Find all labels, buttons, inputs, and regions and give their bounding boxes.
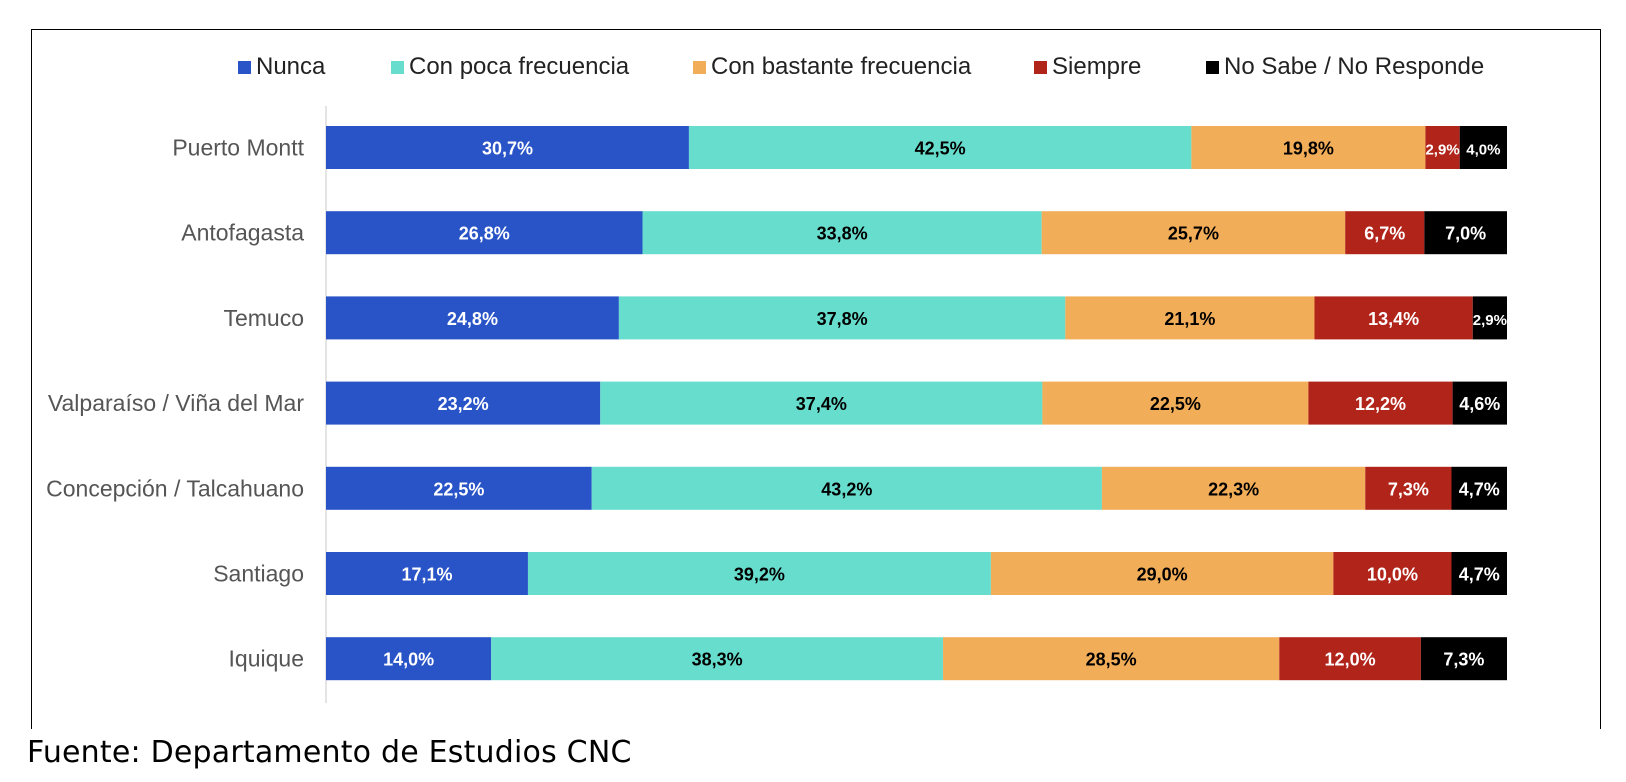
bar-temuco-nunca — [326, 296, 619, 340]
data-label-iquique-con-bastante-frecuencia: 28,5% — [1086, 650, 1137, 670]
legend-item-nunca: Nunca — [238, 52, 325, 82]
legend-item-con-bastante-frecuencia: Con bastante frecuencia — [693, 52, 971, 82]
data-label-puerto-montt-nunca: 30,7% — [482, 139, 533, 159]
bar-concepcion-talcahuano-con-poca-frecuencia — [591, 466, 1102, 510]
category-label-valparaiso-vina-del-mar: Valparaíso / Viña del Mar — [48, 390, 304, 416]
data-label-concepcion-talcahuano-siempre: 7,3% — [1388, 479, 1429, 499]
bar-temuco-no-sabe-no-responde — [1472, 296, 1507, 340]
data-label-valparaiso-vina-del-mar-con-poca-frecuencia: 37,4% — [796, 394, 847, 414]
category-label-puerto-montt: Puerto Montt — [172, 135, 304, 161]
data-label-iquique-nunca: 14,0% — [383, 650, 434, 670]
bar-santiago-con-poca-frecuencia — [527, 552, 991, 595]
bar-santiago-no-sabe-no-responde — [1451, 552, 1507, 595]
legend-label-siempre: Siempre — [1052, 53, 1142, 80]
legend-label-no-sabe-no-responde: No Sabe / No Responde — [1224, 53, 1485, 80]
bar-valparaiso-vina-del-mar-siempre — [1308, 381, 1453, 425]
category-label-antofagasta: Antofagasta — [181, 220, 304, 246]
bar-concepcion-talcahuano-con-bastante-frecuencia — [1101, 466, 1366, 510]
bar-puerto-montt-siempre — [1425, 126, 1460, 169]
data-label-valparaiso-vina-del-mar-siempre: 12,2% — [1355, 394, 1406, 414]
legend-label-con-bastante-frecuencia: Con bastante frecuencia — [711, 53, 972, 80]
legend-label-con-poca-frecuencia: Con poca frecuencia — [409, 53, 630, 80]
chart-frame — [31, 29, 1601, 729]
data-label-antofagasta-con-poca-frecuencia: 33,8% — [817, 224, 868, 244]
data-label-temuco-no-sabe-no-responde: 2,9% — [1473, 312, 1507, 329]
data-label-valparaiso-vina-del-mar-nunca: 23,2% — [438, 394, 489, 414]
data-label-iquique-con-poca-frecuencia: 38,3% — [692, 650, 743, 670]
legend-swatch-no-sabe-no-responde — [1206, 60, 1219, 74]
data-label-santiago-siempre: 10,0% — [1367, 565, 1418, 585]
data-label-concepcion-talcahuano-con-bastante-frecuencia: 22,3% — [1208, 479, 1259, 499]
data-label-iquique-no-sabe-no-responde: 7,3% — [1443, 650, 1484, 670]
bar-iquique-con-bastante-frecuencia — [943, 637, 1280, 681]
data-label-valparaiso-vina-del-mar-no-sabe-no-responde: 4,6% — [1459, 394, 1500, 414]
data-label-santiago-con-poca-frecuencia: 39,2% — [734, 565, 785, 585]
bar-santiago-siempre — [1333, 552, 1452, 595]
legend-item-no-sabe-no-responde: No Sabe / No Responde — [1206, 52, 1484, 82]
data-label-iquique-siempre: 12,0% — [1325, 650, 1376, 670]
data-label-puerto-montt-con-bastante-frecuencia: 19,8% — [1283, 139, 1334, 159]
bar-valparaiso-vina-del-mar-nunca — [326, 381, 601, 425]
bar-temuco-siempre — [1314, 296, 1473, 340]
category-label-iquique: Iquique — [229, 646, 304, 672]
data-label-puerto-montt-no-sabe-no-responde: 4,0% — [1466, 142, 1500, 159]
data-label-temuco-nunca: 24,8% — [447, 309, 498, 329]
data-label-antofagasta-con-bastante-frecuencia: 25,7% — [1168, 224, 1219, 244]
legend-swatch-siempre — [1034, 60, 1047, 74]
bar-valparaiso-vina-del-mar-con-bastante-frecuencia — [1042, 381, 1309, 425]
bar-antofagasta-con-poca-frecuencia — [642, 211, 1042, 255]
legend-item-con-poca-frecuencia: Con poca frecuencia — [391, 52, 629, 82]
legend-swatch-nunca — [238, 60, 251, 74]
data-label-temuco-con-poca-frecuencia: 37,8% — [817, 309, 868, 329]
data-label-antofagasta-siempre: 6,7% — [1364, 224, 1405, 244]
bar-puerto-montt-no-sabe-no-responde — [1459, 126, 1507, 169]
bar-temuco-con-poca-frecuencia — [618, 296, 1066, 340]
bar-santiago-nunca — [326, 552, 528, 595]
bar-valparaiso-vina-del-mar-con-poca-frecuencia — [600, 381, 1043, 425]
category-label-temuco: Temuco — [223, 305, 304, 331]
bar-concepcion-talcahuano-nunca — [326, 466, 592, 510]
bar-temuco-con-bastante-frecuencia — [1065, 296, 1315, 340]
bar-antofagasta-siempre — [1345, 211, 1425, 255]
legend-swatch-con-bastante-frecuencia — [693, 60, 706, 74]
bar-puerto-montt-con-poca-frecuencia — [688, 126, 1192, 169]
bar-puerto-montt-con-bastante-frecuencia — [1191, 126, 1426, 169]
data-label-temuco-siempre: 13,4% — [1368, 309, 1419, 329]
bar-iquique-con-poca-frecuencia — [491, 637, 944, 681]
data-label-concepcion-talcahuano-no-sabe-no-responde: 4,7% — [1459, 479, 1500, 499]
bar-antofagasta-con-bastante-frecuencia — [1041, 211, 1346, 255]
bar-concepcion-talcahuano-no-sabe-no-responde — [1451, 466, 1507, 510]
data-label-concepcion-talcahuano-con-poca-frecuencia: 43,2% — [821, 479, 872, 499]
legend-swatch-con-poca-frecuencia — [391, 60, 404, 74]
legend-label-nunca: Nunca — [256, 53, 326, 80]
bar-puerto-montt-nunca — [326, 126, 689, 169]
stacked-bar-chart: Puerto Montt 30,7% 42,5% 19,8% 2,9% 4,0% Antof… — [46, 106, 1507, 703]
data-label-valparaiso-vina-del-mar-con-bastante-frecuencia: 22,5% — [1150, 394, 1201, 414]
data-label-santiago-no-sabe-no-responde: 4,7% — [1459, 565, 1500, 585]
legend-item-siempre: Siempre — [1034, 52, 1141, 82]
bar-santiago-con-bastante-frecuencia — [990, 552, 1334, 595]
source-note: Fuente: Departamento de Estudios CNC — [27, 735, 632, 770]
bar-valparaiso-vina-del-mar-no-sabe-no-responde — [1452, 381, 1507, 425]
bar-antofagasta-nunca — [326, 211, 643, 255]
bar-iquique-no-sabe-no-responde — [1420, 637, 1507, 681]
data-label-antofagasta-nunca: 26,8% — [459, 224, 510, 244]
bar-iquique-nunca — [326, 637, 492, 681]
bar-concepcion-talcahuano-siempre — [1365, 466, 1452, 510]
data-label-puerto-montt-siempre: 2,9% — [1425, 142, 1459, 159]
data-label-antofagasta-no-sabe-no-responde: 7,0% — [1445, 224, 1486, 244]
data-label-puerto-montt-con-poca-frecuencia: 42,5% — [915, 139, 966, 159]
data-label-santiago-nunca: 17,1% — [401, 565, 452, 585]
data-label-temuco-con-bastante-frecuencia: 21,1% — [1164, 309, 1215, 329]
bar-iquique-siempre — [1279, 637, 1421, 681]
data-label-santiago-con-bastante-frecuencia: 29,0% — [1137, 565, 1188, 585]
category-label-concepcion-talcahuano: Concepción / Talcahuano — [46, 475, 304, 501]
bar-antofagasta-no-sabe-no-responde — [1424, 211, 1507, 255]
category-label-santiago: Santiago — [213, 561, 304, 587]
data-label-concepcion-talcahuano-nunca: 22,5% — [433, 479, 484, 499]
